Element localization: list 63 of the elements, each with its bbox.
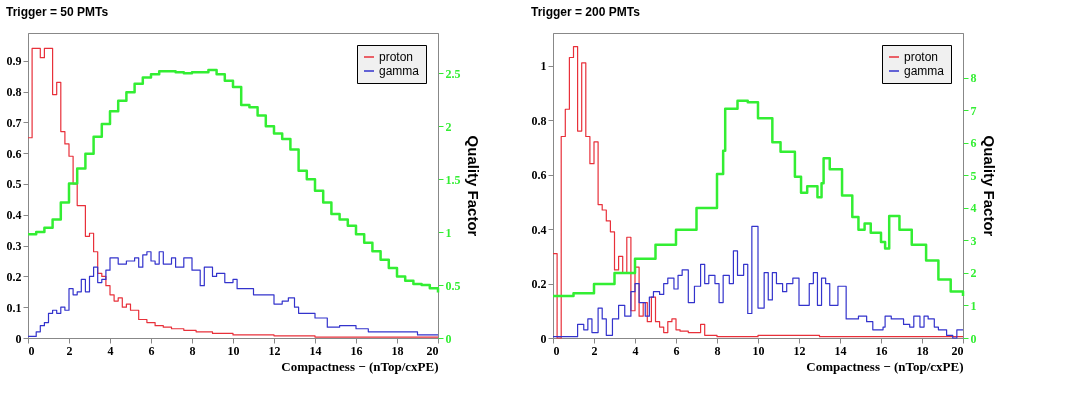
y2-tick-label: 0 [445,331,452,346]
x-tick-label: 16 [350,343,363,358]
x-tick-label: 10 [227,343,240,358]
x-tick-label: 12 [793,343,806,358]
y2-tick-label: 7 [970,103,977,118]
x-tick-label: 6 [673,343,680,358]
x-tick-label: 18 [391,343,404,358]
x-tick-label: 18 [916,343,929,358]
x-tick-label: 4 [632,343,639,358]
x-tick-label: 14 [309,343,322,358]
x-axis-title: Compactness − (nTop/cxPE) [806,358,964,374]
y-tick-label: 0.1 [6,300,22,315]
x-tick-label: 20 [951,343,964,358]
y-tick-label: 0.8 [531,113,547,128]
y2-tick-label: 6 [970,136,977,151]
chart-title: Trigger = 50 PMTs [6,5,109,19]
y2-tick-label: 2.5 [445,66,461,81]
x-tick-label: 8 [714,343,721,358]
x-tick-label: 6 [148,343,155,358]
y-tick-label: 0.3 [6,239,22,254]
x-tick-label: 14 [834,343,847,358]
y2-axis-title: Quality Factor [980,135,998,237]
y2-tick-label: 8 [970,71,977,86]
y-tick-label: 0.7 [6,115,22,130]
x-tick-label: 2 [66,343,73,358]
x-tick-label: 0 [553,343,560,358]
y2-tick-label: 0 [970,331,977,346]
y2-tick-label: 4 [970,201,977,216]
y-tick-label: 0 [540,331,547,346]
y-tick-label: 0.6 [531,168,547,183]
legend-label: proton [379,50,414,64]
y-tick-label: 0.4 [531,222,547,237]
x-axis-title: Compactness − (nTop/cxPE) [281,358,439,374]
legend-label: proton [904,50,939,64]
y-tick-label: 0.5 [6,177,22,192]
y2-tick-label: 1 [445,225,452,240]
y2-axis-title: Quality Factor [464,135,482,237]
y2-tick-label: 1.5 [445,172,461,187]
x-tick-label: 8 [189,343,196,358]
y2-tick-label: 0.5 [445,278,461,293]
x-tick-label: 12 [268,343,281,358]
y2-tick-label: 1 [970,298,977,313]
x-tick-label: 10 [752,343,765,358]
y-tick-label: 0.4 [6,208,22,223]
y-tick-label: 0 [15,331,22,346]
y2-tick-label: 5 [970,168,977,183]
y2-tick-label: 2 [970,266,977,281]
x-tick-label: 20 [426,343,439,358]
y-tick-label: 1 [540,59,547,74]
y-tick-label: 0.9 [6,54,22,69]
y-tick-label: 0.2 [6,269,22,284]
y-tick-label: 0.8 [6,85,22,100]
x-tick-label: 2 [591,343,598,358]
x-tick-label: 0 [28,343,35,358]
x-tick-label: 16 [875,343,888,358]
x-tick-label: 4 [107,343,114,358]
chart-title: Trigger = 200 PMTs [531,5,641,19]
y-tick-label: 0.2 [531,277,547,292]
y2-tick-label: 2 [445,119,452,134]
y-tick-label: 0.6 [6,146,22,161]
legend-label: gamma [904,64,945,78]
legend-label: gamma [379,64,420,78]
y2-tick-label: 3 [970,233,977,248]
